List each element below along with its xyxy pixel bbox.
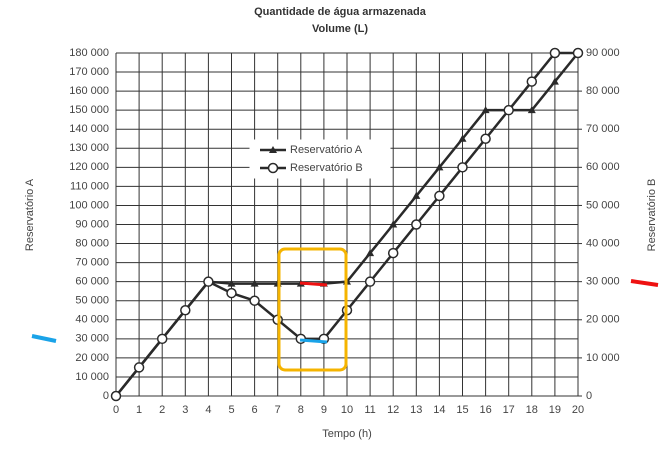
- y-tick-label: 80 000: [75, 237, 109, 249]
- point: [480, 133, 491, 144]
- x-tick-label: 2: [159, 404, 165, 416]
- chart-subtitle: Volume (L): [312, 23, 368, 35]
- legend-marker: [269, 146, 277, 153]
- x-tick-label: 4: [205, 404, 211, 416]
- legend-label: Reservatório B: [290, 162, 363, 174]
- chart-title: Quantidade de água armazenada: [254, 6, 427, 18]
- x-tick-label: 14: [433, 404, 445, 416]
- y-tick-label: 30 000: [75, 333, 109, 345]
- x-tick-label: 5: [228, 404, 234, 416]
- y-tick-label: 140 000: [69, 123, 109, 135]
- y2-tick-label: 10 000: [586, 352, 620, 364]
- point: [526, 76, 538, 87]
- point: [226, 287, 237, 299]
- x-tick-label: 6: [252, 404, 258, 416]
- point: [110, 390, 122, 402]
- x-tick-label: 12: [387, 404, 399, 416]
- blue-marker: [31, 334, 57, 343]
- x-axis-label: Tempo (h): [322, 428, 372, 440]
- point: [458, 134, 467, 142]
- y2-tick-label: 80 000: [586, 85, 620, 97]
- legend: Reservatório A Reservatório B: [249, 139, 391, 179]
- plot-area: 0 10 000 20 000 30 000 40 000 50 000 60 000 70 …: [69, 47, 619, 416]
- y-tick-label: 70 000: [75, 257, 109, 269]
- y2-tick-label: 40 000: [586, 237, 620, 249]
- y-tick-label: 100 000: [69, 199, 109, 211]
- x-tick-label: 3: [182, 404, 188, 416]
- y-tick-label: 0: [103, 390, 109, 402]
- point: [203, 276, 214, 287]
- x-tick-label: 15: [456, 404, 468, 416]
- point: [527, 106, 536, 114]
- y2-tick-label: 20 000: [586, 314, 620, 326]
- point: [434, 190, 445, 202]
- y2-tick-label: 50 000: [586, 199, 620, 211]
- y-tick-label: 150 000: [69, 104, 109, 116]
- legend-label: Reservatório A: [290, 144, 363, 156]
- x-tick-label: 19: [549, 404, 561, 416]
- y2-tick-label: 60 000: [586, 161, 620, 173]
- y-tick-label: 130 000: [69, 142, 109, 154]
- y-tick-label: 40 000: [75, 314, 109, 326]
- x-tick-label: 9: [321, 404, 327, 416]
- point: [180, 305, 191, 316]
- y-axis-label: Reservatório A: [24, 178, 36, 251]
- point: [249, 295, 260, 306]
- point: [550, 77, 559, 85]
- x-tick-label: 0: [113, 404, 119, 416]
- y-tick-label: 10 000: [75, 371, 109, 383]
- point: [389, 220, 398, 228]
- x-tick-label: 11: [364, 404, 375, 416]
- x-tick-label: 1: [136, 404, 142, 416]
- y2-tick-label: 70 000: [586, 123, 620, 135]
- y2-axis-label: Reservatório B: [646, 179, 658, 252]
- y-tick-label: 180 000: [69, 47, 109, 59]
- point: [156, 333, 168, 345]
- y-tick-label: 60 000: [75, 276, 109, 288]
- point: [227, 279, 236, 287]
- highlight-box: [277, 247, 348, 372]
- blue-marker: [299, 338, 328, 344]
- y2-tick-label: 0: [586, 390, 592, 402]
- y-tick-label: 160 000: [69, 85, 109, 97]
- x-tick-label: 17: [503, 404, 515, 416]
- annotations: [31, 247, 659, 372]
- x-tick-label: 13: [410, 404, 422, 416]
- y-tick-label: 90 000: [75, 218, 109, 230]
- x-tick-label: 7: [275, 404, 281, 416]
- y-tick-label: 20 000: [75, 352, 109, 364]
- point: [250, 279, 259, 287]
- x-tick-label: 16: [479, 404, 491, 416]
- x-tick-label: 10: [341, 404, 353, 416]
- y2-tick-label: 30 000: [586, 276, 620, 288]
- point: [572, 47, 584, 59]
- point: [364, 276, 376, 287]
- point: [457, 162, 468, 173]
- point: [503, 104, 514, 116]
- y-tick-label: 110 000: [70, 180, 109, 192]
- point: [133, 362, 145, 373]
- red-marker: [299, 281, 328, 287]
- x-tick-label: 8: [298, 404, 304, 416]
- point: [435, 163, 444, 171]
- y2-tick-label: 90 000: [586, 47, 620, 59]
- point: [366, 249, 375, 257]
- x-tick-label: 20: [572, 404, 584, 416]
- point: [387, 247, 399, 259]
- point: [411, 219, 422, 230]
- legend-marker: [267, 162, 279, 174]
- x-tick-label: 18: [526, 404, 538, 416]
- red-marker: [630, 279, 659, 287]
- point: [549, 47, 561, 59]
- point: [412, 191, 421, 199]
- point: [481, 106, 490, 114]
- y-tick-label: 120 000: [69, 161, 109, 173]
- y-tick-label: 170 000: [69, 66, 109, 78]
- y-tick-label: 50 000: [75, 295, 109, 307]
